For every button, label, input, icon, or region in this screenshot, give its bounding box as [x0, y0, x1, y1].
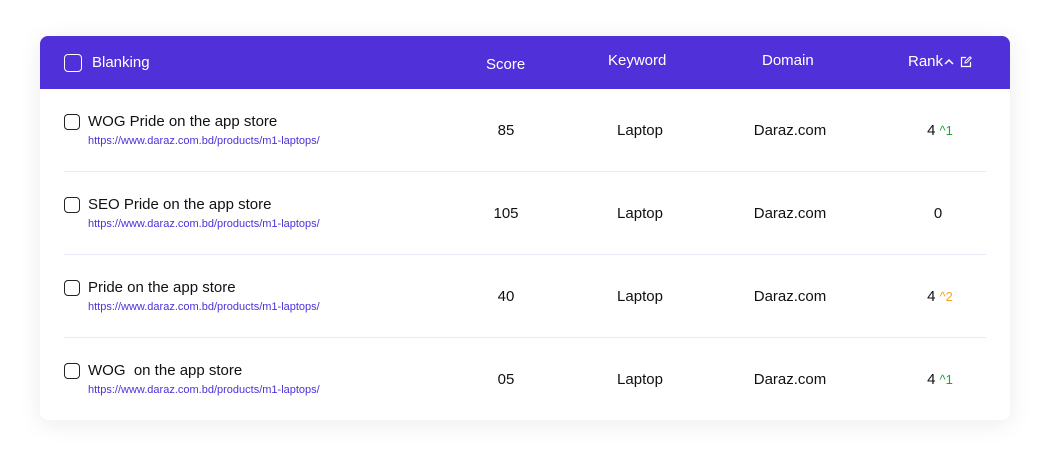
rank-value: 4 — [927, 288, 936, 305]
row-score: 105 — [493, 205, 519, 222]
row-rank: 4 ^1 — [927, 371, 953, 388]
ranking-table: Blanking Score Keyword Domain Rank WOG P… — [40, 36, 1010, 420]
rank-value: 0 — [933, 205, 943, 222]
header-domain[interactable]: Domain — [762, 52, 814, 69]
row-score: 85 — [497, 122, 515, 139]
row-url-link[interactable]: https://www.daraz.com.bd/products/m1-lap… — [88, 135, 320, 147]
header-rank-label: Rank — [908, 53, 944, 70]
row-checkbox[interactable] — [64, 363, 80, 379]
row-divider — [64, 254, 986, 255]
row-keyword: Laptop — [617, 371, 663, 388]
row-domain: Daraz.com — [753, 288, 827, 305]
row-rank: 4 ^1 — [927, 122, 953, 139]
header-blanking: Blanking — [92, 54, 150, 71]
row-title: Pride on the app store — [88, 279, 236, 296]
select-all[interactable]: Blanking — [64, 36, 150, 89]
row-domain: Daraz.com — [753, 371, 827, 388]
row-checkbox[interactable] — [64, 114, 80, 130]
header-rank[interactable]: Rank — [908, 36, 972, 88]
table-row: WOG on the app store https://www.daraz.c… — [40, 338, 1010, 420]
row-score: 40 — [497, 288, 515, 305]
row-divider — [64, 171, 986, 172]
header-score[interactable]: Score — [486, 56, 526, 73]
table-row: SEO Pride on the app store https://www.d… — [40, 172, 1010, 255]
rank-change: ^2 — [939, 289, 953, 304]
row-score: 05 — [497, 371, 515, 388]
row-title: WOG Pride on the app store — [88, 113, 278, 130]
table-row: WOG Pride on the app store https://www.d… — [40, 89, 1010, 172]
select-all-checkbox[interactable] — [64, 53, 82, 72]
row-title: SEO Pride on the app store — [88, 196, 272, 213]
row-title: WOG on the app store — [88, 362, 243, 379]
row-checkbox[interactable] — [64, 197, 80, 213]
header-keyword[interactable]: Keyword — [608, 52, 667, 69]
row-keyword: Laptop — [617, 288, 663, 305]
row-url-link[interactable]: https://www.daraz.com.bd/products/m1-lap… — [88, 384, 320, 396]
row-keyword: Laptop — [617, 205, 663, 222]
row-domain: Daraz.com — [753, 205, 827, 222]
table-header: Blanking Score Keyword Domain Rank — [40, 36, 1010, 89]
row-url-link[interactable]: https://www.daraz.com.bd/products/m1-lap… — [88, 218, 320, 230]
chevron-up-icon[interactable] — [944, 58, 954, 66]
row-rank: 0 — [934, 205, 942, 222]
rank-value: 4 — [927, 122, 936, 139]
row-url-link[interactable]: https://www.daraz.com.bd/products/m1-lap… — [88, 301, 320, 313]
edit-icon[interactable] — [960, 55, 972, 68]
row-divider — [64, 337, 986, 338]
row-checkbox[interactable] — [64, 280, 80, 296]
row-keyword: Laptop — [617, 122, 663, 139]
row-domain: Daraz.com — [753, 122, 827, 139]
rank-change: ^1 — [939, 372, 953, 387]
table-row: Pride on the app store https://www.daraz… — [40, 255, 1010, 338]
rank-value: 4 — [927, 371, 936, 388]
row-rank: 4 ^2 — [927, 288, 953, 305]
rank-change: ^1 — [939, 123, 953, 138]
